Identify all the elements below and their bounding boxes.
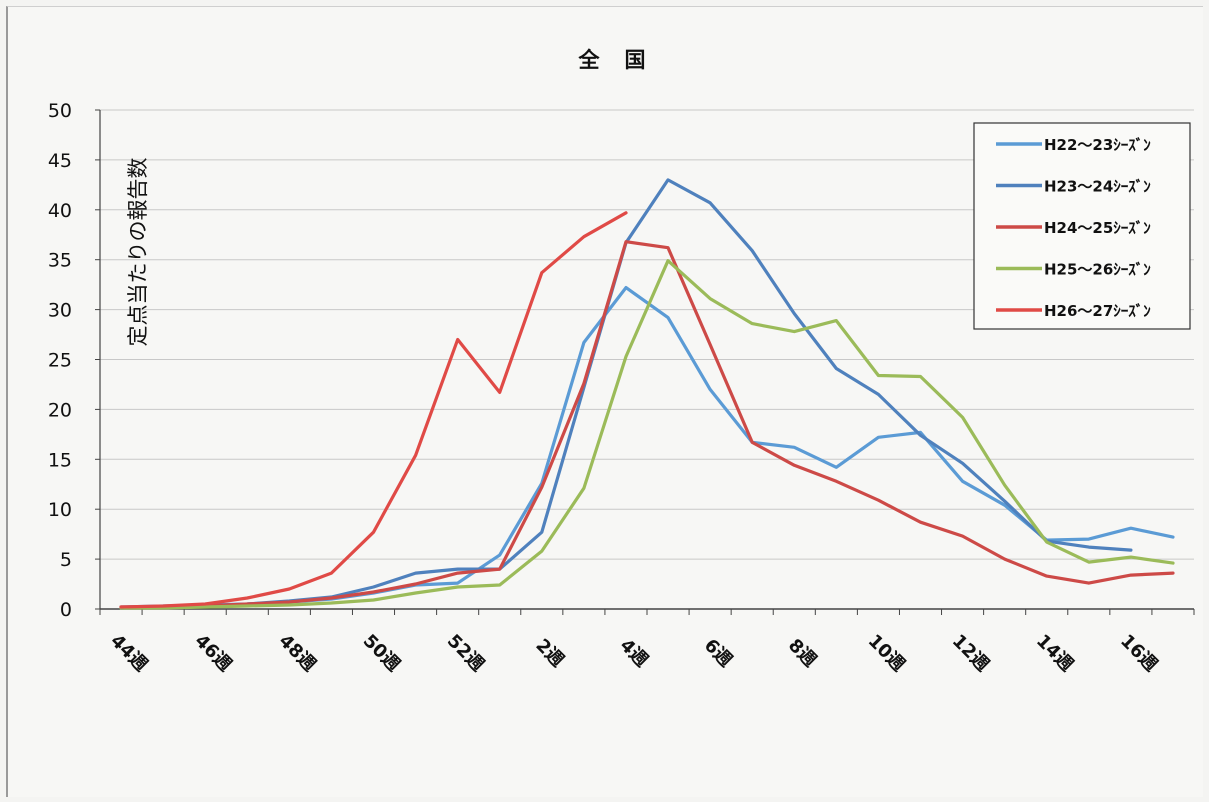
x-axis: 44週 46週 48週 50週 52週 2週 4週 6週 8週 10週 12週 14週 16週: [99, 609, 1195, 676]
x-tick-label-5: 2週: [531, 635, 567, 671]
y-tick-label-8: 40: [48, 200, 72, 222]
legend: H22～23ｼｰｽﾞﾝ H23～24ｼｰｽﾞﾝ H24～25ｼｰｽﾞﾝ H25～26ｼ…: [973, 122, 1191, 330]
y-tick-label-7: 35: [48, 250, 72, 272]
y-tick-label-5: 25: [48, 350, 72, 372]
y-tick-label-6: 30: [48, 300, 72, 322]
series-line-3: [119, 259, 1175, 610]
x-tick-label-12: 16週: [1116, 630, 1161, 675]
legend-label-1: H23～24ｼｰｽﾞﾝ: [1044, 178, 1151, 196]
chart-frame: 全 国 0 5 10 15 20 25 30 35 40 45 50 44週 46週 48週 50週 52週…: [6, 6, 1203, 797]
y-tick-label-1: 5: [60, 549, 72, 571]
x-tick-label-7: 6週: [700, 635, 736, 671]
x-tick-label-3: 50週: [359, 630, 404, 675]
x-tick-label-8: 8週: [784, 635, 820, 671]
series-line-4: [119, 211, 628, 609]
x-tick-label-4: 52週: [443, 630, 488, 675]
y-axis-label: 定点当たりの報告数: [126, 158, 150, 347]
y-tick-label-2: 10: [48, 499, 72, 521]
y-tick-label-3: 15: [48, 449, 72, 471]
y-axis: 0 5 10 15 20 25 30 35 40 45 50: [48, 100, 101, 621]
x-tick-label-0: 44週: [106, 630, 151, 675]
legend-label-2: H24～25ｼｰｽﾞﾝ: [1044, 219, 1151, 237]
series-line-2: [119, 240, 1175, 609]
y-tick-label-4: 20: [48, 399, 72, 421]
y-tick-label-0: 0: [60, 599, 72, 621]
x-tick-label-6: 4週: [616, 635, 652, 671]
x-tick-label-11: 14週: [1032, 630, 1077, 675]
legend-label-3: H25～26ｼｰｽﾞﾝ: [1044, 261, 1151, 279]
x-tick-label-9: 10週: [864, 630, 909, 675]
x-tick-label-1: 46週: [190, 630, 235, 675]
y-tick-label-10: 50: [48, 100, 72, 122]
x-tick-label-10: 12週: [948, 630, 993, 675]
line-chart: 全 国 0 5 10 15 20 25 30 35 40 45 50 44週 46週 48週 50週 52週…: [48, 48, 1195, 676]
series-lines: [119, 178, 1175, 610]
chart-title: 全 国: [578, 48, 648, 72]
x-tick-label-2: 48週: [275, 630, 320, 675]
legend-label-4: H26～27ｼｰｽﾞﾝ: [1044, 302, 1151, 320]
legend-label-0: H22～23ｼｰｽﾞﾝ: [1044, 136, 1151, 154]
y-tick-label-9: 45: [48, 150, 72, 172]
